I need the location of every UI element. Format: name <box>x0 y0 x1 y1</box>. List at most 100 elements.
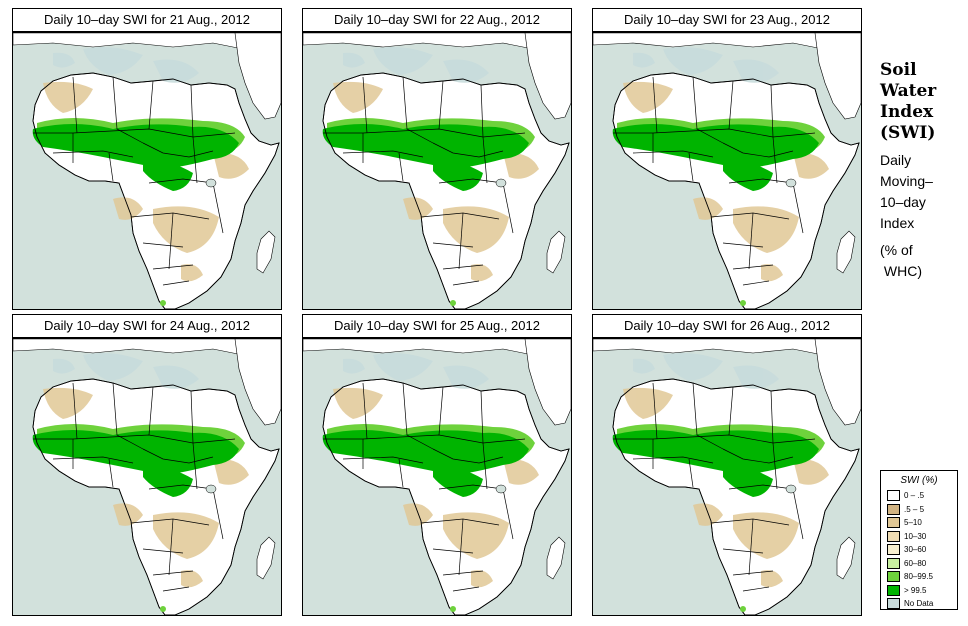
country-border <box>452 280 480 286</box>
panel-title: Daily 10–day SWI for 24 Aug., 2012 <box>12 314 282 338</box>
no-data-area <box>733 59 779 83</box>
country-border <box>72 76 78 134</box>
no-data-areas <box>343 353 489 389</box>
country-border <box>112 382 144 450</box>
country-border <box>398 152 404 182</box>
country-border <box>722 448 794 464</box>
country-border <box>192 136 198 184</box>
country-border <box>442 570 484 576</box>
country-borders <box>613 76 816 286</box>
map-frame <box>12 32 282 310</box>
dry-area <box>503 152 539 179</box>
country-border <box>613 434 816 444</box>
country-border <box>438 386 444 436</box>
madagascar-landmass <box>546 536 566 580</box>
map-frame <box>592 338 862 616</box>
country-border <box>168 518 174 576</box>
legend-item: 0 – .5 <box>887 489 951 503</box>
wet-area <box>143 463 193 497</box>
country-border <box>458 518 464 576</box>
wet-area <box>612 124 819 169</box>
country-border <box>728 178 794 184</box>
legend-item: 60–80 <box>887 557 951 571</box>
country-border <box>108 458 114 488</box>
wet-area <box>723 463 773 497</box>
country-border <box>52 456 134 464</box>
country-border <box>212 182 224 234</box>
country-border <box>722 242 764 248</box>
dry-area <box>761 570 783 588</box>
country-border <box>632 150 714 158</box>
dry-area <box>693 503 723 526</box>
africa-outline <box>32 72 280 309</box>
dry-area <box>113 197 143 220</box>
subtitle-line: Index <box>880 215 915 231</box>
cape-green-spot <box>740 300 746 306</box>
country-border <box>402 76 434 144</box>
legend-subtitle: Daily Moving– 10–day Index <box>880 150 933 234</box>
dry-area <box>793 458 829 485</box>
arabia-landmass <box>234 339 281 426</box>
country-border <box>148 178 214 184</box>
lake-victoria <box>495 178 507 188</box>
country-border <box>502 488 514 540</box>
legend-swatch <box>887 517 900 529</box>
legend-label: .5 – 5 <box>904 504 925 514</box>
panel-title: Daily 10–day SWI for 22 Aug., 2012 <box>302 8 572 32</box>
dry-area <box>43 81 93 113</box>
country-border <box>688 152 694 182</box>
wet-areas <box>32 430 239 497</box>
legend-item: 30–60 <box>887 543 951 557</box>
no-data-areas <box>633 47 779 83</box>
wet-area <box>723 157 773 191</box>
country-border <box>323 128 526 138</box>
country-border <box>438 178 504 184</box>
legend-swatch <box>887 584 900 596</box>
africa-outline <box>322 378 570 615</box>
country-border <box>772 136 778 184</box>
legend-item: No Data <box>887 597 951 611</box>
no-data-areas <box>343 47 489 83</box>
lake-victoria <box>785 484 797 494</box>
no-data-area <box>153 59 199 83</box>
country-border <box>728 80 734 130</box>
africa-map <box>13 339 281 615</box>
country-border <box>722 548 764 554</box>
country-border <box>722 142 794 158</box>
madagascar-landmass <box>546 230 566 274</box>
dry-area <box>623 81 673 113</box>
country-border <box>688 458 694 488</box>
country-border <box>190 390 194 444</box>
country-border <box>770 390 774 444</box>
no-data-area <box>663 47 723 75</box>
country-border <box>33 128 236 138</box>
dry-area <box>113 503 143 526</box>
wet-area <box>32 430 239 475</box>
dry-area <box>471 570 493 588</box>
no-data-area <box>663 353 723 381</box>
legend-swatch <box>887 503 900 515</box>
europe-landmass <box>303 33 571 50</box>
wet-area <box>433 157 483 191</box>
wet-areas <box>322 124 529 191</box>
color-legend: SWI (%) 0 – .5 .5 – 5 5–10 10–30 30–60 60–80 8… <box>880 470 958 610</box>
legend-main-title: Soil Water Index (SWI) <box>880 60 936 144</box>
dry-area <box>403 197 433 220</box>
country-border <box>432 448 504 464</box>
cape-green-spot <box>450 606 456 612</box>
lake-victoria <box>205 484 217 494</box>
wet-areas <box>32 124 239 191</box>
africa-outline <box>612 378 860 615</box>
europe-landmass <box>593 339 861 356</box>
dry-area <box>333 387 383 419</box>
lake-victoria <box>785 178 797 188</box>
country-border <box>452 586 480 592</box>
country-border <box>362 76 368 134</box>
no-data-area <box>83 47 143 75</box>
country-border <box>652 382 658 440</box>
country-border <box>402 382 434 450</box>
africa-outline <box>322 72 570 309</box>
no-data-area <box>373 47 433 75</box>
map-frame <box>302 32 572 310</box>
panel-title: Daily 10–day SWI for 26 Aug., 2012 <box>592 314 862 338</box>
